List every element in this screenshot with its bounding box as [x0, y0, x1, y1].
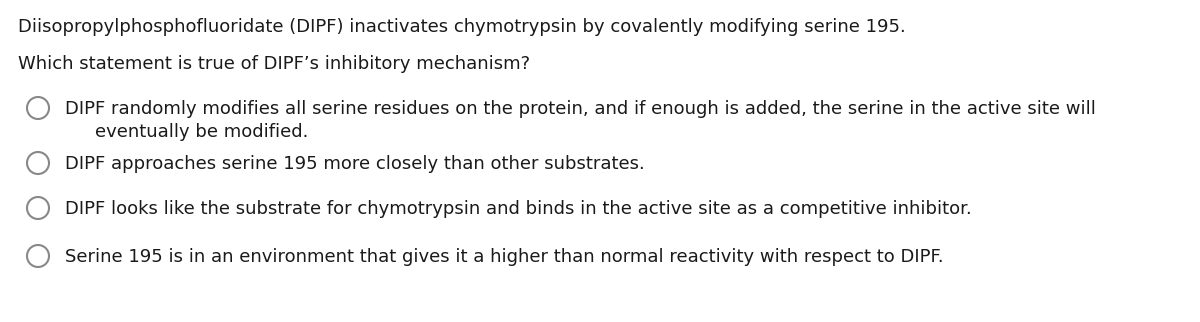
Text: DIPF looks like the substrate for chymotrypsin and binds in the active site as a: DIPF looks like the substrate for chymot…: [65, 200, 972, 218]
Text: DIPF randomly modifies all serine residues on the protein, and if enough is adde: DIPF randomly modifies all serine residu…: [65, 100, 1096, 118]
Text: Which statement is true of DIPF’s inhibitory mechanism?: Which statement is true of DIPF’s inhibi…: [18, 55, 530, 73]
Text: eventually be modified.: eventually be modified.: [95, 123, 308, 141]
Text: Diisopropylphosphofluoridate (DIPF) inactivates chymotrypsin by covalently modif: Diisopropylphosphofluoridate (DIPF) inac…: [18, 18, 906, 36]
Text: Serine 195 is in an environment that gives it a higher than normal reactivity wi: Serine 195 is in an environment that giv…: [65, 248, 943, 266]
Text: DIPF approaches serine 195 more closely than other substrates.: DIPF approaches serine 195 more closely …: [65, 155, 644, 173]
